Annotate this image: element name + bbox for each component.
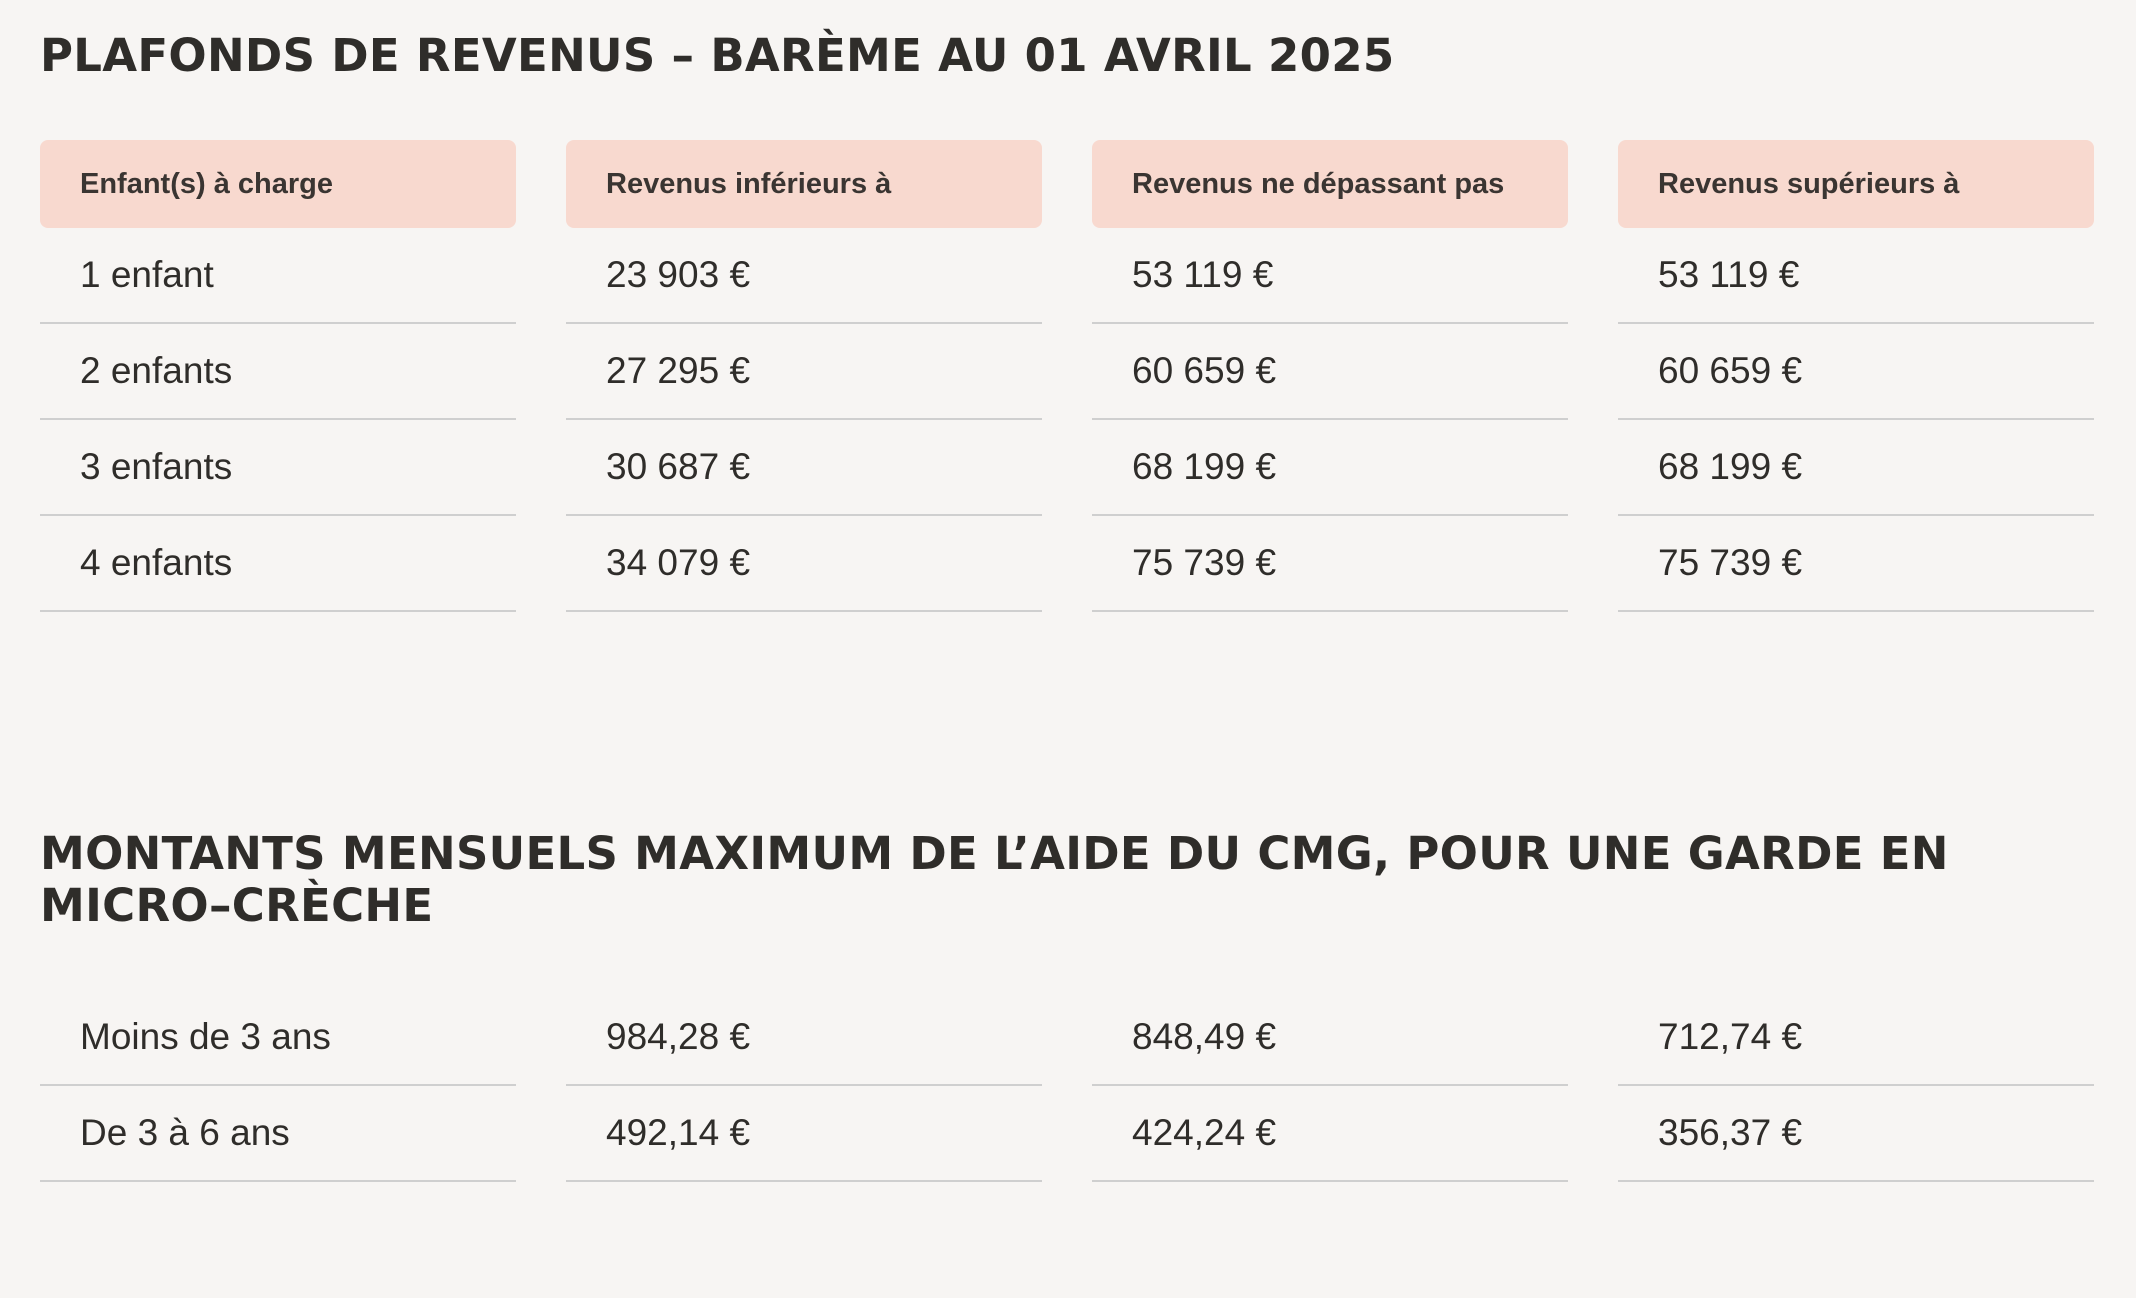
table-cell-income-above: 75 739 €	[1618, 516, 2094, 612]
table-cell-income-not-exceeding: 60 659 €	[1092, 324, 1568, 420]
table-cell-children: 3 enfants	[40, 420, 516, 516]
table-cell-income-above: 53 119 €	[1618, 228, 2094, 324]
cmg-max-amounts-section: MONTANTS MENSUELS MAXIMUM DE L’AIDE DU C…	[40, 828, 2096, 1182]
table-cell-amount-high-income: 712,74 €	[1618, 990, 2094, 1086]
income-ceilings-table: Enfant(s) à charge Revenus inférieurs à …	[40, 140, 2096, 612]
table-cell-income-above: 68 199 €	[1618, 420, 2094, 516]
table-cell-amount-mid-income: 848,49 €	[1092, 990, 1568, 1086]
table-cell-income-above: 60 659 €	[1618, 324, 2094, 420]
table-cell-income-below: 34 079 €	[566, 516, 1042, 612]
cmg-max-amounts-title: MONTANTS MENSUELS MAXIMUM DE L’AIDE DU C…	[40, 828, 2096, 932]
header-dependent-children: Enfant(s) à charge	[40, 140, 516, 228]
header-income-not-exceeding: Revenus ne dépassant pas	[1092, 140, 1568, 228]
table-cell-age-group: Moins de 3 ans	[40, 990, 516, 1086]
table-cell-income-not-exceeding: 53 119 €	[1092, 228, 1568, 324]
header-income-above: Revenus supérieurs à	[1618, 140, 2094, 228]
table-cell-amount-mid-income: 424,24 €	[1092, 1086, 1568, 1182]
table-cell-amount-high-income: 356,37 €	[1618, 1086, 2094, 1182]
table-cell-income-not-exceeding: 68 199 €	[1092, 420, 1568, 516]
header-income-below: Revenus inférieurs à	[566, 140, 1042, 228]
cmg-max-amounts-table: Moins de 3 ans 984,28 € 848,49 € 712,74 …	[40, 990, 2096, 1182]
table-cell-children: 1 enfant	[40, 228, 516, 324]
table-cell-amount-low-income: 492,14 €	[566, 1086, 1042, 1182]
table-cell-income-below: 23 903 €	[566, 228, 1042, 324]
income-ceilings-title: PLAFONDS DE REVENUS – BARÈME AU 01 AVRIL…	[40, 29, 1395, 82]
table-cell-children: 2 enfants	[40, 324, 516, 420]
table-cell-amount-low-income: 984,28 €	[566, 990, 1042, 1086]
table-cell-income-below: 27 295 €	[566, 324, 1042, 420]
cmg-title-line-2: MICRO–CRÈCHE	[40, 879, 434, 932]
income-ceilings-section: PLAFONDS DE REVENUS – BARÈME AU 01 AVRIL…	[40, 30, 2096, 612]
table-cell-income-below: 30 687 €	[566, 420, 1042, 516]
cmg-title-line-1: MONTANTS MENSUELS MAXIMUM DE L’AIDE DU C…	[40, 827, 1949, 880]
table-cell-income-not-exceeding: 75 739 €	[1092, 516, 1568, 612]
table-cell-children: 4 enfants	[40, 516, 516, 612]
table-cell-age-group: De 3 à 6 ans	[40, 1086, 516, 1182]
